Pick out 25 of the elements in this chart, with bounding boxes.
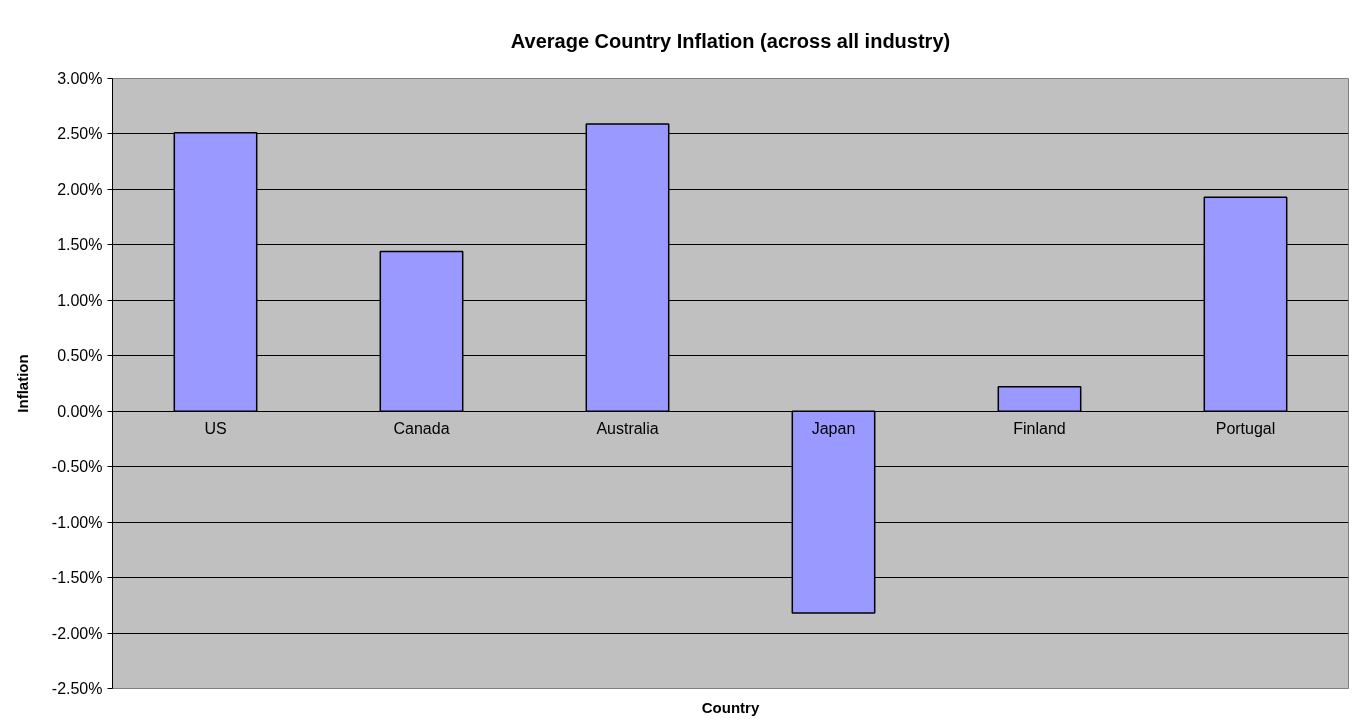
y-tick-label: 0.00% [57, 402, 103, 420]
x-tick-label: US [204, 420, 227, 438]
bar [379, 250, 464, 412]
y-tick-label: 2.50% [57, 125, 103, 143]
y-tick-label: 1.00% [57, 291, 103, 309]
x-tick-label: Japan [811, 420, 856, 438]
bar [997, 386, 1082, 412]
y-tick-label: 3.00% [57, 70, 103, 87]
x-tick-label: Canada [393, 420, 450, 438]
chart-title: Average Country Inflation (across all industry) [510, 29, 951, 52]
y-tick-label: 2.00% [57, 180, 103, 198]
y-tick-label: -1.00% [51, 513, 103, 531]
y-tick-label: -0.50% [51, 458, 103, 476]
x-tick-label: Portugal [1215, 420, 1276, 438]
y-tick-label: -1.50% [51, 569, 103, 587]
y-axis-title: Inflation [13, 354, 31, 413]
bar [1203, 196, 1288, 412]
x-tick-label: Australia [596, 420, 659, 438]
bar [791, 410, 876, 614]
x-tick-label: Finland [1013, 420, 1066, 438]
y-tick-label: 1.50% [57, 236, 103, 254]
x-axis-title: Country [701, 698, 760, 716]
y-tick-label: -2.50% [51, 680, 103, 697]
y-tick-label: 0.50% [57, 347, 103, 365]
y-tick-label: -2.00% [51, 624, 103, 642]
